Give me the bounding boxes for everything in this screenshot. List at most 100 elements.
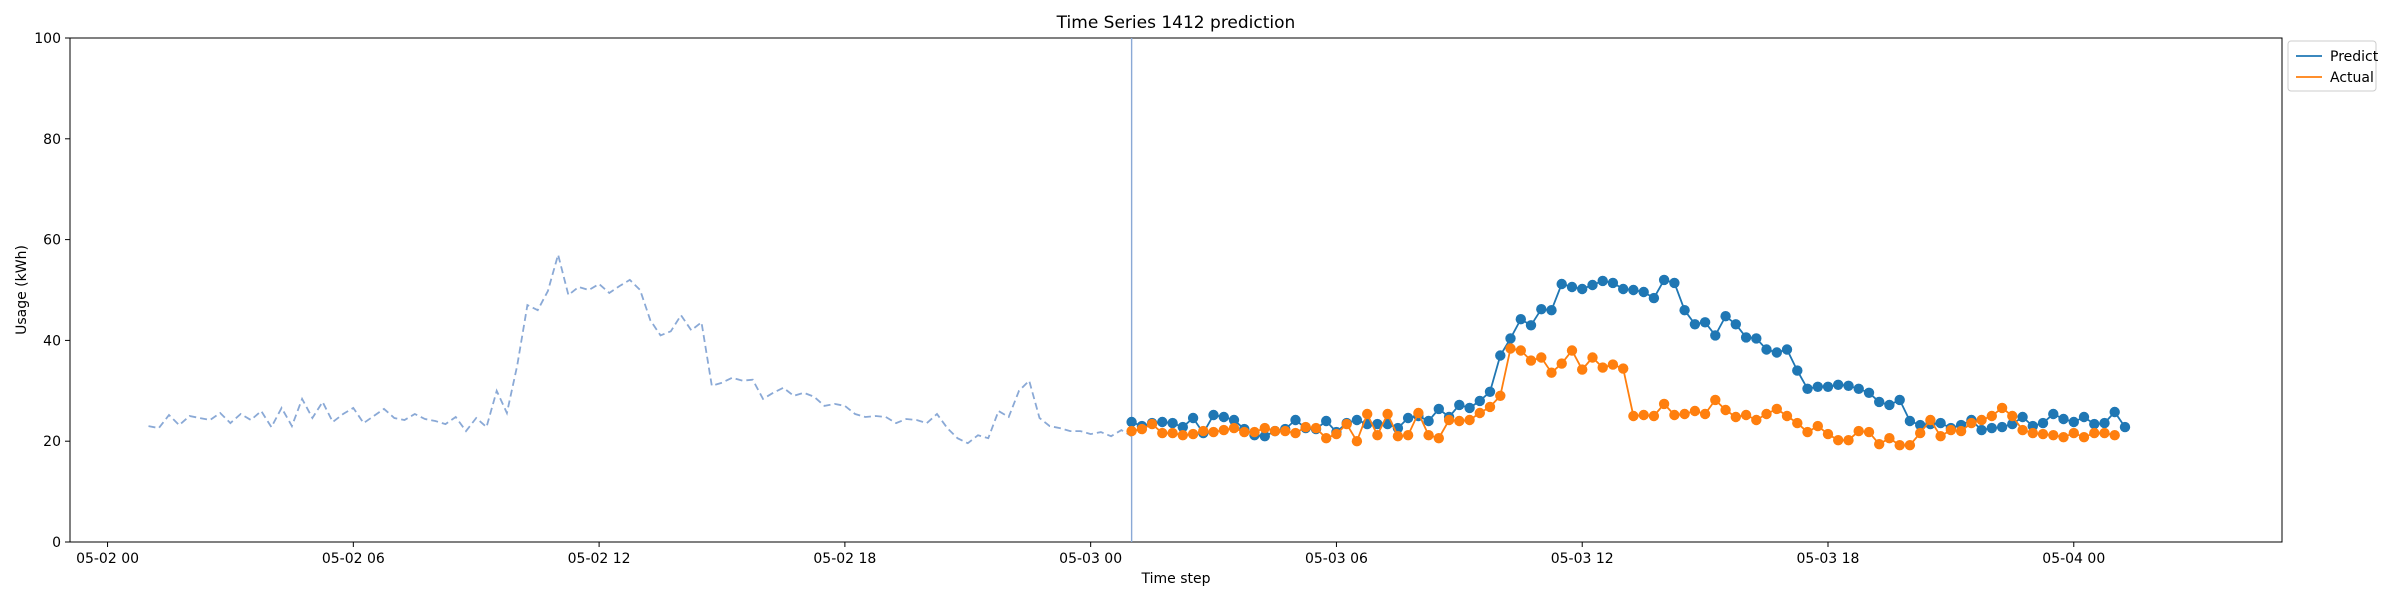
actual-point: [1341, 418, 1352, 430]
predict-point: [1669, 277, 1680, 289]
predict-point: [1372, 418, 1383, 430]
predict-point: [1822, 381, 1834, 392]
actual-point: [1638, 409, 1649, 421]
actual-point: [2058, 432, 2069, 443]
actual-point: [1925, 414, 1936, 426]
actual-point: [1986, 410, 1998, 422]
predict-point: [1566, 281, 1578, 293]
y-tick-label: 20: [43, 434, 61, 450]
predict-point: [1208, 409, 1219, 421]
predict-point: [1843, 380, 1854, 391]
actual-point: [1484, 401, 1496, 413]
actual-point: [1566, 345, 1578, 356]
actual-point: [1310, 422, 1322, 434]
predict-point: [1351, 414, 1363, 426]
predict-point: [1986, 422, 1998, 434]
actual-point: [2078, 432, 2090, 443]
actual-point: [1136, 423, 1148, 435]
actual-point: [1658, 398, 1670, 410]
predict-point: [1771, 347, 1783, 358]
actual-point: [2099, 427, 2110, 439]
actual-point: [1966, 417, 1977, 429]
actual-point: [1822, 428, 1834, 440]
predict-point: [2058, 413, 2069, 425]
predict-point: [2048, 408, 2059, 420]
actual-point: [1218, 424, 1230, 436]
predict-point: [1157, 416, 1168, 428]
predict-point: [1515, 314, 1527, 325]
predict-point: [1536, 304, 1547, 315]
predict-point: [1546, 305, 1557, 316]
actual-point: [1423, 430, 1434, 441]
predict-point: [1658, 274, 1670, 286]
actual-point: [1464, 414, 1475, 426]
actual-point: [1515, 345, 1527, 356]
y-axis: 0 20 40 60 80 100: [34, 31, 70, 551]
actual-point: [1812, 420, 1824, 432]
x-tick-label: 05-03 18: [1797, 551, 1860, 567]
actual-point: [1996, 402, 2008, 414]
predict-point: [1863, 387, 1875, 398]
predict-point: [1812, 381, 1824, 392]
predict-point: [1781, 344, 1793, 355]
actual-point: [1351, 436, 1363, 447]
actual-point: [1177, 430, 1189, 441]
x-tick-label: 05-02 00: [76, 551, 139, 567]
legend-box: [2287, 40, 2377, 92]
predict-point: [1699, 317, 1711, 328]
actual-point: [1679, 408, 1690, 420]
predict-point: [2109, 406, 2120, 418]
x-tick-label: 05-02 12: [568, 551, 631, 567]
predict-point: [1904, 415, 1916, 427]
x-tick-label: 05-03 00: [1059, 551, 1122, 567]
actual-point: [1259, 422, 1271, 434]
predict-point: [1792, 365, 1803, 376]
actual-point: [2007, 410, 2018, 422]
actual-point: [1955, 425, 1967, 437]
actual-point: [1433, 433, 1445, 444]
actual-point: [2109, 430, 2120, 441]
predict-point: [1525, 320, 1537, 331]
actual-point: [2089, 427, 2100, 439]
x-tick-label: 05-02 06: [322, 551, 385, 567]
actual-point: [1556, 358, 1567, 369]
predict-point: [1495, 350, 1506, 361]
actual-point: [1618, 363, 1629, 374]
actual-point: [1904, 440, 1916, 451]
actual-point: [1945, 424, 1957, 436]
y-tick-label: 0: [52, 535, 61, 551]
predict-point: [1648, 292, 1660, 304]
predict-point: [1228, 414, 1240, 426]
actual-point: [1792, 417, 1803, 429]
actual-point: [1781, 410, 1793, 422]
predict-point: [1587, 279, 1598, 291]
predict-point: [1996, 421, 2008, 433]
predict-point: [1628, 284, 1639, 296]
actual-point: [1976, 414, 1987, 426]
predict-point: [2037, 417, 2049, 429]
actual-point: [1751, 414, 1762, 426]
actual-point: [1198, 425, 1209, 437]
predict-point: [1402, 412, 1414, 424]
actual-point: [1689, 405, 1701, 417]
actual-point: [1331, 428, 1342, 440]
predict-point: [1423, 415, 1434, 427]
actual-point: [1863, 426, 1875, 438]
predict-point: [1689, 319, 1701, 330]
predict-point: [2078, 411, 2090, 423]
predict-point: [1177, 421, 1189, 433]
actual-point: [1761, 408, 1772, 420]
actual-point: [1495, 390, 1506, 401]
actual-point: [1290, 427, 1301, 439]
actual-point: [2017, 424, 2028, 436]
predict-point: [1454, 399, 1465, 411]
y-axis-label: Usage (kWh): [14, 245, 30, 335]
actual-point: [1372, 430, 1383, 441]
actual-point: [1628, 410, 1639, 422]
actual-point: [1402, 430, 1414, 441]
predict-point: [1556, 278, 1567, 290]
actual-point: [1443, 414, 1455, 426]
predict-point: [1187, 412, 1199, 424]
predict-series-line: [1131, 278, 2126, 438]
actual-point: [1269, 425, 1281, 437]
